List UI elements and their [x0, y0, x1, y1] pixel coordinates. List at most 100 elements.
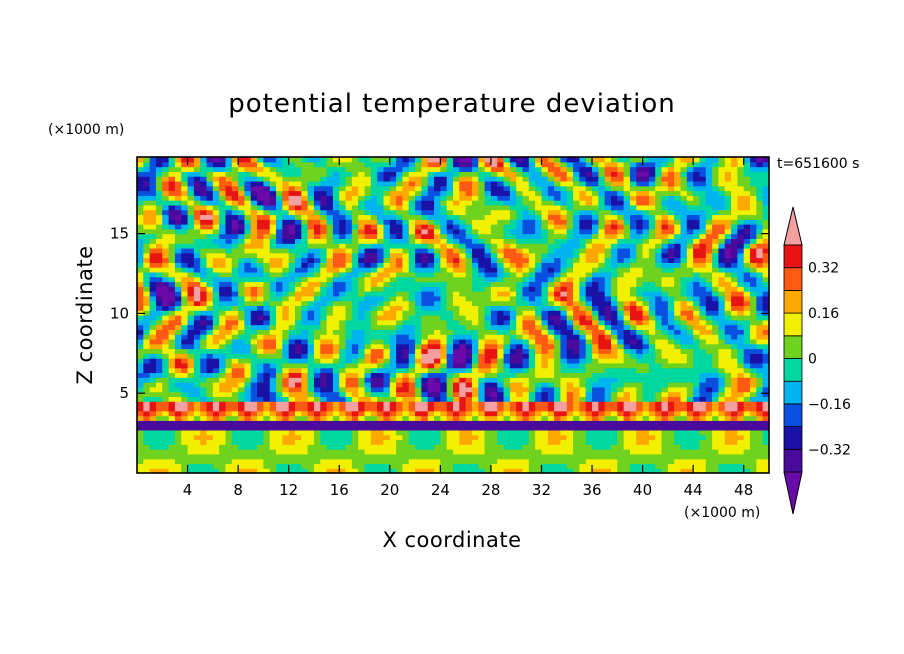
heatmap-cell: [320, 305, 328, 311]
heatmap-cell: [402, 243, 410, 249]
heatmap-cell: [244, 401, 252, 407]
heatmap-cell: [187, 281, 195, 287]
heatmap-cell: [288, 286, 296, 292]
heatmap-cell: [415, 200, 422, 206]
heatmap-cell: [155, 176, 163, 182]
heatmap-cell: [225, 458, 233, 465]
heatmap-cell: [459, 238, 467, 244]
heatmap-cell: [415, 420, 422, 426]
heatmap-cell: [415, 444, 422, 450]
heatmap-cell: [263, 195, 271, 201]
heatmap-cell: [573, 415, 580, 421]
heatmap-cell: [174, 429, 182, 436]
heatmap-cell: [332, 161, 340, 168]
heatmap-cell: [415, 238, 422, 244]
heatmap-cell: [149, 262, 157, 268]
heatmap-cell: [509, 204, 517, 211]
heatmap-cell: [339, 200, 347, 206]
heatmap-cell: [351, 343, 359, 350]
heatmap-cell: [257, 444, 264, 450]
heatmap-cell: [604, 329, 612, 335]
heatmap-cell: [434, 372, 441, 378]
heatmap-cell: [181, 233, 189, 239]
heatmap-cell: [219, 362, 227, 369]
heatmap-cell: [238, 238, 246, 244]
heatmap-cell: [263, 468, 271, 473]
heatmap-cell: [434, 405, 441, 412]
heatmap-cell: [200, 214, 208, 220]
heatmap-cell: [370, 324, 378, 330]
heatmap-cell: [219, 214, 227, 220]
heatmap-cell: [528, 353, 536, 359]
heatmap-cell: [332, 434, 340, 441]
heatmap-cell: [573, 171, 580, 177]
heatmap-cell: [541, 295, 549, 302]
heatmap-cell: [516, 262, 524, 268]
heatmap-cell: [434, 219, 441, 225]
heatmap-cell: [402, 396, 410, 402]
heatmap-cell: [370, 161, 378, 168]
heatmap-cell: [528, 319, 536, 326]
heatmap-cell: [604, 434, 612, 441]
heatmap-cell: [339, 353, 347, 359]
heatmap-cell: [149, 405, 157, 412]
heatmap-cell: [598, 295, 606, 302]
heatmap-cell: [174, 434, 182, 441]
heatmap-cell: [478, 219, 486, 225]
heatmap-cell: [181, 420, 189, 426]
heatmap-cell: [566, 190, 574, 196]
heatmap-cell: [301, 233, 309, 239]
heatmap-cell: [408, 180, 416, 187]
heatmap-cell: [250, 166, 258, 172]
heatmap-cell: [547, 348, 555, 354]
heatmap-cell: [250, 401, 258, 407]
heatmap-cell: [440, 338, 448, 345]
heatmap-cell: [465, 358, 473, 364]
heatmap-cell: [497, 276, 505, 283]
heatmap-cell: [326, 367, 334, 374]
heatmap-cell: [497, 425, 505, 431]
heatmap-cell: [566, 271, 574, 278]
heatmap-cell: [345, 449, 353, 455]
heatmap-cell: [276, 420, 283, 426]
heatmap-cell: [358, 200, 366, 206]
heatmap-cell: [231, 315, 239, 321]
heatmap-cell: [358, 420, 366, 426]
heatmap-cell: [503, 367, 511, 374]
heatmap-cell: [351, 286, 359, 292]
heatmap-cell: [219, 286, 227, 292]
heatmap-cell: [541, 291, 549, 297]
heatmap-cell: [465, 391, 473, 397]
heatmap-cell: [440, 243, 448, 249]
heatmap-cell: [579, 468, 587, 473]
heatmap-cell: [402, 176, 410, 182]
heatmap-cell: [415, 204, 422, 211]
heatmap-cell: [484, 410, 492, 417]
heatmap-cell: [288, 224, 296, 230]
heatmap-cell: [244, 247, 252, 254]
heatmap-cell: [377, 195, 385, 201]
heatmap-cell: [155, 276, 163, 283]
heatmap-cell: [471, 444, 479, 450]
heatmap-cell: [566, 353, 574, 359]
heatmap-cell: [269, 195, 277, 201]
heatmap-cell: [541, 401, 549, 407]
heatmap-cell: [421, 295, 429, 302]
heatmap-cell: [181, 238, 189, 244]
heatmap-cell: [219, 157, 227, 163]
heatmap-cell: [370, 195, 378, 201]
heatmap-cell: [149, 185, 157, 192]
heatmap-cell: [503, 444, 511, 450]
heatmap-cell: [471, 257, 479, 263]
heatmap-cell: [212, 291, 220, 297]
heatmap-cell: [453, 310, 460, 316]
heatmap-cell: [522, 295, 530, 302]
heatmap-cell: [566, 377, 574, 383]
heatmap-cell: [168, 358, 176, 364]
heatmap-cell: [219, 401, 227, 407]
heatmap-cell: [345, 425, 353, 431]
heatmap-cell: [282, 176, 290, 182]
heatmap-cell: [427, 267, 435, 273]
heatmap-cell: [427, 367, 435, 374]
heatmap-cell: [206, 425, 214, 431]
